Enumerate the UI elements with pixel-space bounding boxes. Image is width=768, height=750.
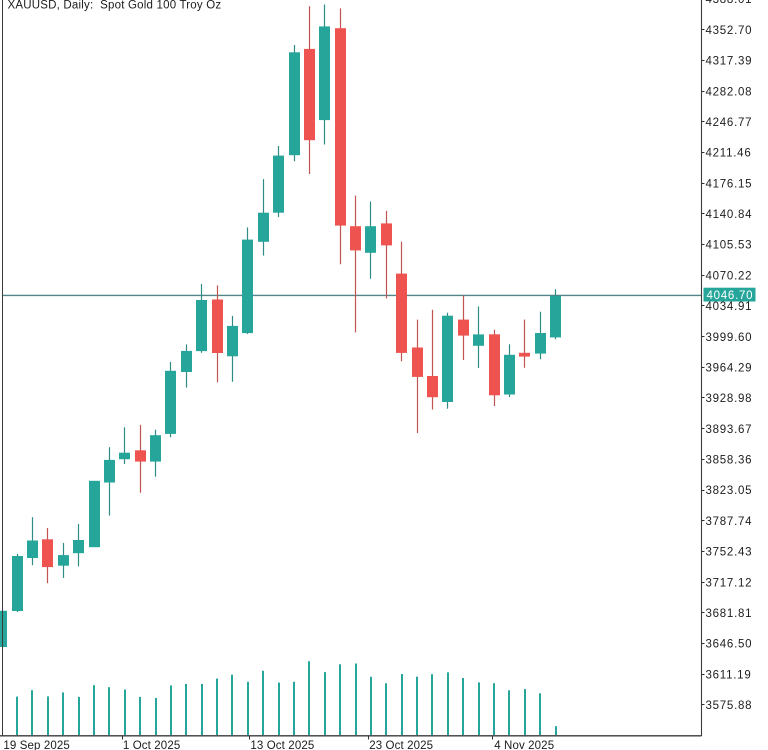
svg-text:3787.74: 3787.74 xyxy=(706,516,753,528)
svg-text:4070.22: 4070.22 xyxy=(706,270,753,282)
svg-text:4105.53: 4105.53 xyxy=(706,240,753,252)
svg-text:3681.81: 3681.81 xyxy=(706,608,753,620)
svg-text:3611.19: 3611.19 xyxy=(706,669,752,681)
svg-text:4246.77: 4246.77 xyxy=(706,117,753,129)
svg-text:19 Sep 2025: 19 Sep 2025 xyxy=(3,740,70,750)
svg-text:13 Oct 2025: 13 Oct 2025 xyxy=(250,740,314,750)
svg-text:4176.15: 4176.15 xyxy=(706,178,753,190)
svg-text:3646.50: 3646.50 xyxy=(706,639,753,651)
svg-text:XAUUSD, Daily: Spot Gold 100: XAUUSD, Daily: Spot Gold 100 Troy Oz xyxy=(8,0,222,12)
svg-text:3999.60: 3999.60 xyxy=(706,332,753,344)
svg-text:3858.36: 3858.36 xyxy=(706,455,753,467)
svg-text:4140.84: 4140.84 xyxy=(706,209,753,221)
svg-text:3928.98: 3928.98 xyxy=(706,393,753,405)
svg-text:3575.88: 3575.88 xyxy=(706,700,753,712)
svg-text:4388.01: 4388.01 xyxy=(706,0,753,6)
svg-text:3964.29: 3964.29 xyxy=(706,363,753,375)
svg-text:3717.12: 3717.12 xyxy=(706,577,753,589)
svg-text:3823.05: 3823.05 xyxy=(706,485,753,497)
svg-text:3752.43: 3752.43 xyxy=(706,547,753,559)
svg-text:4211.46: 4211.46 xyxy=(706,148,752,160)
svg-text:4352.70: 4352.70 xyxy=(706,25,753,37)
svg-text:4034.91: 4034.91 xyxy=(706,301,753,313)
svg-text:1 Oct 2025: 1 Oct 2025 xyxy=(123,740,180,750)
svg-text:4317.39: 4317.39 xyxy=(706,56,753,68)
svg-text:4046.70: 4046.70 xyxy=(707,290,754,302)
svg-text:3893.67: 3893.67 xyxy=(706,424,753,436)
svg-text:23 Oct 2025: 23 Oct 2025 xyxy=(369,740,433,750)
svg-text:4 Nov 2025: 4 Nov 2025 xyxy=(494,740,554,750)
svg-text:4282.08: 4282.08 xyxy=(706,86,753,98)
